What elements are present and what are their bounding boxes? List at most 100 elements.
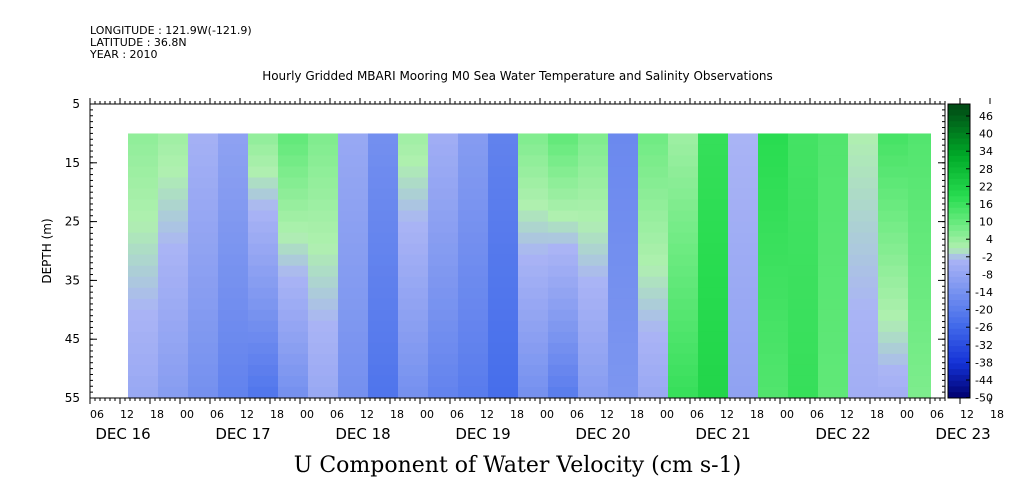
x-hour-tick-label: 18 (150, 408, 164, 421)
colorbar-swatch (948, 323, 970, 330)
heat-cell (998, 233, 1009, 245)
heat-cell (608, 254, 639, 267)
heat-cell (458, 133, 489, 146)
heat-cell (998, 299, 1009, 311)
heat-cell (818, 254, 849, 267)
heat-cell (728, 133, 759, 146)
heat-cell (248, 386, 279, 398)
heat-cell (158, 188, 189, 201)
heat-cell (128, 331, 159, 344)
x-hour-tick-label: 18 (630, 408, 644, 421)
heat-cell (158, 386, 189, 398)
heat-cell (788, 265, 819, 278)
x-hour-tick-label: 00 (540, 408, 554, 421)
heat-cell (128, 298, 159, 311)
heat-cell (338, 221, 369, 234)
y-tick-label: 15 (65, 156, 80, 170)
heat-cell (368, 133, 399, 146)
heat-cell (488, 364, 519, 377)
heat-cell (428, 320, 459, 333)
heat-cell (608, 364, 639, 377)
heat-cell (878, 254, 909, 267)
heat-cell (338, 155, 369, 168)
heat-cell (818, 309, 849, 322)
heat-cell (578, 177, 609, 190)
heat-cell (488, 199, 519, 212)
heat-cell (188, 364, 219, 377)
heat-cell (638, 331, 669, 344)
heat-cell (338, 309, 369, 322)
heat-cell (188, 232, 219, 245)
heat-cell (668, 353, 699, 366)
heat-cell (638, 210, 669, 223)
heat-cell (278, 221, 309, 234)
heat-cell (848, 364, 879, 377)
heat-cell (368, 144, 399, 157)
heat-cell (638, 177, 669, 190)
heat-cell (338, 375, 369, 388)
heat-cell (698, 232, 729, 245)
heat-cell (338, 276, 369, 289)
heat-cell (488, 309, 519, 322)
heat-cell (608, 144, 639, 157)
heat-cell (518, 386, 549, 398)
heat-cell (308, 386, 339, 398)
heat-cell (758, 364, 789, 377)
heat-cell (818, 166, 849, 179)
x-day-label: DEC 17 (215, 425, 270, 443)
heat-cell (818, 386, 849, 398)
heat-cell (518, 133, 549, 146)
heat-cell (308, 199, 339, 212)
heat-cell (368, 331, 399, 344)
heat-cell (668, 210, 699, 223)
heat-cell (848, 155, 879, 168)
heat-cell (818, 320, 849, 333)
heat-cell (698, 199, 729, 212)
heat-cell (518, 364, 549, 377)
heat-cell (608, 199, 639, 212)
heat-cell (578, 342, 609, 355)
heat-cell (788, 298, 819, 311)
heat-cell (398, 166, 429, 179)
heat-cell (758, 133, 789, 146)
heat-cell (128, 254, 159, 267)
heat-cell (218, 364, 249, 377)
heat-cell (278, 155, 309, 168)
heat-cell (308, 232, 339, 245)
heat-cell (728, 177, 759, 190)
heat-cell (338, 232, 369, 245)
heat-cell (458, 221, 489, 234)
x-hour-tick-label: 12 (480, 408, 494, 421)
heat-cell (878, 155, 909, 168)
heat-cell (548, 265, 579, 278)
y-tick-label: 45 (65, 332, 80, 346)
heat-cell (158, 309, 189, 322)
heat-cell (458, 375, 489, 388)
heat-cell (758, 199, 789, 212)
heat-cell (728, 188, 759, 201)
y-tick-label: 5 (72, 97, 80, 111)
heat-cell (848, 177, 879, 190)
heat-cell (218, 188, 249, 201)
colorbar-swatch (948, 236, 970, 243)
heat-cell (578, 221, 609, 234)
heat-cell (578, 210, 609, 223)
heat-cell (398, 287, 429, 300)
heat-cell (458, 276, 489, 289)
x-hour-tick-label: 06 (450, 408, 464, 421)
heat-cell (698, 386, 729, 398)
heat-cell (398, 386, 429, 398)
heat-cell (278, 375, 309, 388)
heat-cell (428, 298, 459, 311)
heat-cell (728, 298, 759, 311)
heat-cell (638, 133, 669, 146)
heat-cell (638, 188, 669, 201)
heat-cell (158, 331, 189, 344)
heat-cell (698, 287, 729, 300)
colorbar-swatch (948, 213, 970, 220)
heat-cell (428, 243, 459, 256)
heat-cell (548, 144, 579, 157)
heat-cell (608, 221, 639, 234)
heat-cell (278, 254, 309, 267)
heat-cell (308, 188, 339, 201)
